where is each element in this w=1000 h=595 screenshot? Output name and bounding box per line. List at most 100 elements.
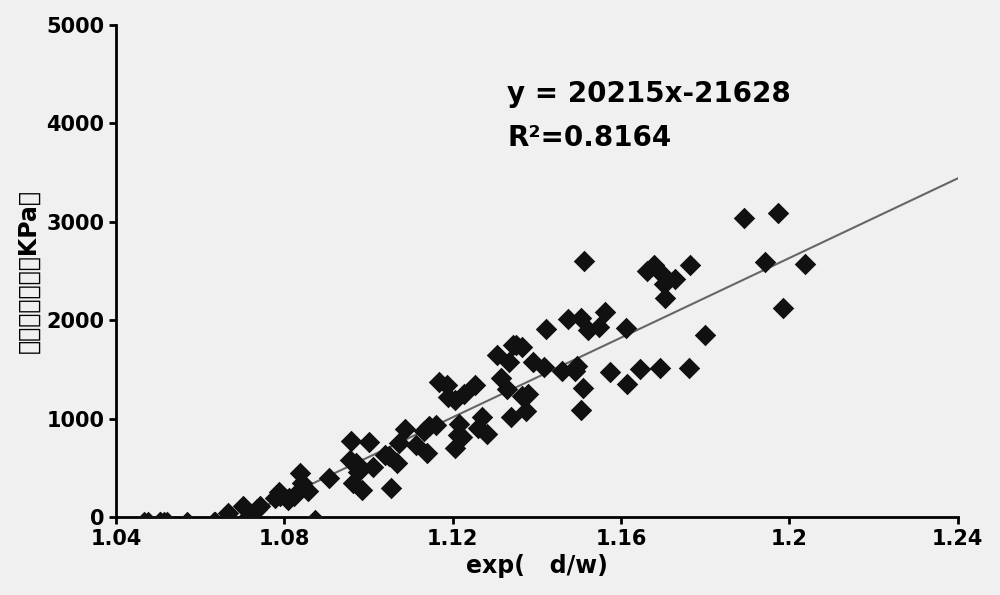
- Point: [501, 358, 517, 367]
- Text: y = 20215x-21628: y = 20215x-21628: [507, 80, 791, 108]
- Point: [207, 517, 223, 527]
- Point: [775, 303, 791, 312]
- Point: [489, 350, 505, 360]
- Point: [736, 214, 752, 223]
- X-axis label: exp(   d/w): exp( d/w): [466, 555, 608, 578]
- Point: [474, 412, 490, 422]
- Point: [271, 487, 287, 497]
- Point: [267, 493, 283, 502]
- Point: [538, 324, 554, 334]
- Point: [280, 494, 296, 503]
- Point: [639, 267, 655, 276]
- Point: [454, 433, 470, 442]
- Point: [421, 421, 437, 431]
- Point: [479, 429, 495, 439]
- Point: [206, 517, 222, 527]
- Point: [300, 486, 316, 496]
- Point: [576, 256, 592, 265]
- Point: [179, 517, 195, 527]
- Point: [419, 448, 435, 458]
- Point: [467, 380, 483, 390]
- Point: [159, 517, 175, 527]
- Point: [439, 380, 455, 390]
- Point: [770, 208, 786, 218]
- Point: [618, 323, 634, 333]
- Point: [239, 513, 255, 523]
- Point: [697, 330, 713, 339]
- Point: [499, 384, 515, 394]
- Point: [280, 495, 296, 505]
- Point: [652, 364, 668, 373]
- Point: [286, 491, 302, 500]
- Point: [657, 293, 673, 303]
- Y-axis label: 单轴抗压强度（KPa）: 单轴抗压强度（KPa）: [17, 189, 41, 353]
- Point: [508, 340, 524, 349]
- Point: [597, 308, 613, 317]
- Point: [573, 314, 589, 323]
- Point: [569, 361, 585, 371]
- Point: [450, 430, 466, 440]
- Point: [456, 390, 472, 399]
- Point: [140, 517, 156, 527]
- Point: [223, 517, 239, 527]
- Point: [682, 260, 698, 270]
- Point: [536, 362, 552, 371]
- Point: [591, 322, 607, 331]
- Point: [152, 517, 168, 527]
- Point: [619, 380, 635, 389]
- Point: [343, 436, 359, 446]
- Point: [567, 367, 583, 376]
- Point: [525, 358, 541, 367]
- Point: [416, 426, 432, 436]
- Point: [470, 423, 486, 433]
- Point: [252, 501, 268, 511]
- Point: [397, 425, 413, 434]
- Point: [505, 340, 521, 350]
- Point: [383, 483, 399, 493]
- Point: [428, 421, 444, 430]
- Point: [348, 458, 364, 468]
- Point: [321, 474, 337, 483]
- Point: [573, 405, 589, 414]
- Point: [220, 508, 236, 518]
- Point: [646, 261, 662, 270]
- Point: [307, 515, 323, 525]
- Point: [235, 501, 251, 511]
- Point: [156, 517, 172, 527]
- Point: [447, 395, 463, 405]
- Point: [431, 377, 447, 386]
- Point: [757, 257, 773, 267]
- Point: [554, 367, 570, 376]
- Point: [667, 275, 683, 284]
- Point: [514, 391, 530, 400]
- Point: [389, 459, 405, 468]
- Point: [345, 478, 361, 488]
- Point: [272, 491, 288, 501]
- Point: [281, 493, 297, 503]
- Point: [514, 342, 530, 352]
- Point: [653, 268, 669, 277]
- Point: [797, 259, 813, 269]
- Point: [681, 364, 697, 373]
- Point: [408, 440, 424, 449]
- Point: [580, 325, 596, 335]
- Point: [518, 406, 534, 415]
- Point: [152, 517, 168, 527]
- Point: [493, 374, 509, 383]
- Point: [377, 450, 393, 459]
- Point: [391, 439, 407, 448]
- Point: [602, 368, 618, 377]
- Point: [451, 419, 467, 428]
- Point: [381, 451, 397, 461]
- Point: [656, 279, 672, 289]
- Point: [294, 478, 310, 487]
- Point: [632, 364, 648, 374]
- Point: [354, 486, 370, 495]
- Point: [560, 314, 576, 324]
- Point: [503, 412, 519, 422]
- Point: [350, 468, 366, 477]
- Point: [365, 463, 381, 472]
- Text: R²=0.8164: R²=0.8164: [507, 124, 672, 152]
- Point: [249, 505, 265, 514]
- Point: [440, 393, 456, 402]
